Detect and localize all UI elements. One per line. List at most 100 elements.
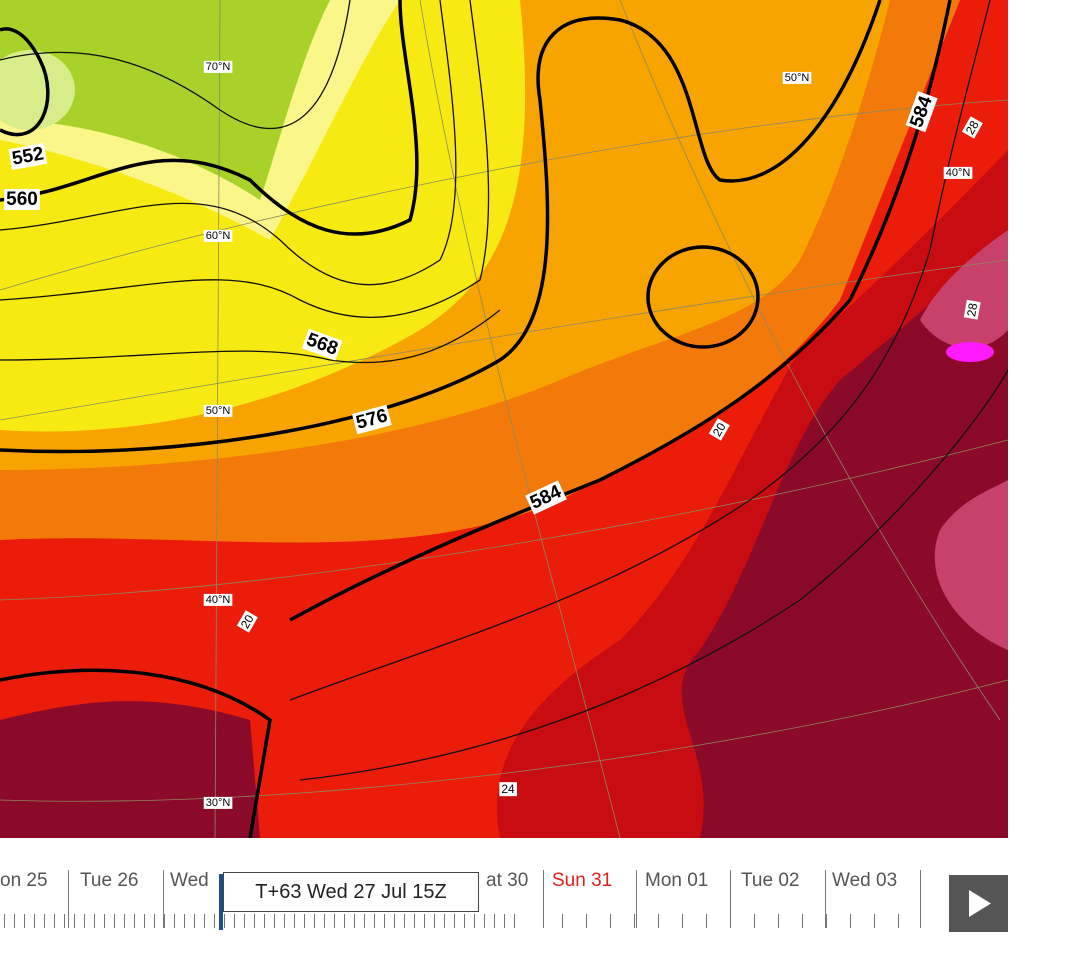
label-background <box>8 143 48 170</box>
hour-tick <box>324 914 325 928</box>
day-label: Tue 26 <box>80 870 139 891</box>
label-background <box>301 328 343 361</box>
time-tooltip: T+63 Wed 27 Jul 15Z <box>223 872 479 912</box>
hour-tick <box>730 914 731 928</box>
day-label: on 25 <box>0 870 48 891</box>
label-background <box>905 91 938 133</box>
hour-tick <box>144 914 145 928</box>
latitude-label: 40°N <box>946 167 971 179</box>
day-separator <box>163 870 164 928</box>
hour-tick <box>778 914 779 928</box>
hour-tick <box>24 914 25 928</box>
maroon-zone <box>681 230 1008 838</box>
pink-zone <box>920 230 1008 349</box>
label-background <box>236 610 258 633</box>
hour-tick <box>164 914 165 928</box>
label-background <box>203 404 233 417</box>
play-icon <box>969 890 991 917</box>
hour-tick <box>294 914 295 928</box>
hour-tick <box>394 914 395 928</box>
day-label: Mon 01 <box>645 870 709 891</box>
hour-tick <box>464 914 465 928</box>
pink-zone <box>934 480 1008 650</box>
graticule <box>0 0 1008 838</box>
hour-tick <box>154 914 155 928</box>
hour-tick <box>14 914 15 928</box>
hour-tick <box>304 914 305 928</box>
latitude-label-box: 30°N <box>203 796 233 809</box>
hour-tick <box>224 914 225 928</box>
latitude-label: 60°N <box>206 230 231 242</box>
hour-tick <box>104 914 105 928</box>
label-background <box>203 593 233 606</box>
day-separator <box>920 870 921 928</box>
latitude-label: 50°N <box>785 72 810 84</box>
hour-tick <box>334 914 335 928</box>
latitude-label: 40°N <box>206 594 231 606</box>
magenta-spot <box>946 342 994 362</box>
time-cursor <box>219 874 223 930</box>
hour-tick <box>754 914 755 928</box>
value-label-box: 20 <box>236 610 258 633</box>
hour-tick <box>454 914 455 928</box>
hour-tick <box>354 914 355 928</box>
day-label: Wed <box>170 870 209 891</box>
latitude-label-box: 50°N <box>203 404 233 417</box>
contour-label-box: 552 <box>8 143 48 170</box>
hour-tick <box>234 914 235 928</box>
label-background <box>203 796 233 809</box>
play-button[interactable] <box>949 875 1008 932</box>
hour-tick <box>434 914 435 928</box>
value-label: 24 <box>501 782 515 796</box>
hour-tick <box>562 914 563 928</box>
day-label: Tue 02 <box>741 870 800 891</box>
hour-tick <box>364 914 365 928</box>
weather-map: 55256056857658458470°N60°N50°N40°N30°N50… <box>0 0 1008 838</box>
value-label-box: 20 <box>708 418 730 441</box>
hour-tick <box>194 914 195 928</box>
latitude-label-box: 60°N <box>203 229 233 242</box>
label-background <box>4 189 40 211</box>
hour-tick <box>444 914 445 928</box>
label-background <box>782 71 812 84</box>
label-background <box>351 404 392 435</box>
hour-tick <box>54 914 55 928</box>
hour-tick <box>494 914 495 928</box>
day-separator <box>543 870 544 928</box>
hour-tick <box>610 914 611 928</box>
hour-tick <box>344 914 345 928</box>
hour-tick <box>134 914 135 928</box>
day-separator <box>68 870 69 928</box>
hour-tick <box>634 914 635 928</box>
contour-label-box: 560 <box>4 189 40 211</box>
hour-tick <box>898 914 899 928</box>
latitude-label: 70°N <box>206 61 231 73</box>
hour-tick <box>586 914 587 928</box>
day-label: Wed 03 <box>832 870 898 891</box>
label-background <box>203 60 233 73</box>
hour-tick <box>214 914 215 928</box>
contour-lines <box>0 0 1008 781</box>
label-background <box>499 782 517 797</box>
value-label: 28 <box>964 302 980 318</box>
label-background <box>961 116 983 139</box>
hour-tick <box>264 914 265 928</box>
maroon-zone <box>0 701 260 838</box>
hour-tick <box>64 914 65 928</box>
contour-label-box: 584 <box>905 91 938 133</box>
day-label: at 30 <box>486 870 529 891</box>
value-label: 28 <box>963 118 982 137</box>
hour-tick <box>404 914 405 928</box>
hour-tick <box>34 914 35 928</box>
latitude-label: 30°N <box>206 797 231 809</box>
hour-tick <box>94 914 95 928</box>
hour-tick <box>284 914 285 928</box>
hour-tick <box>384 914 385 928</box>
value-label-box: 28 <box>963 299 981 320</box>
label-background <box>708 418 730 441</box>
latitude-label: 50°N <box>206 405 231 417</box>
hour-tick <box>44 914 45 928</box>
hour-tick <box>484 914 485 928</box>
day-separator <box>636 870 637 928</box>
